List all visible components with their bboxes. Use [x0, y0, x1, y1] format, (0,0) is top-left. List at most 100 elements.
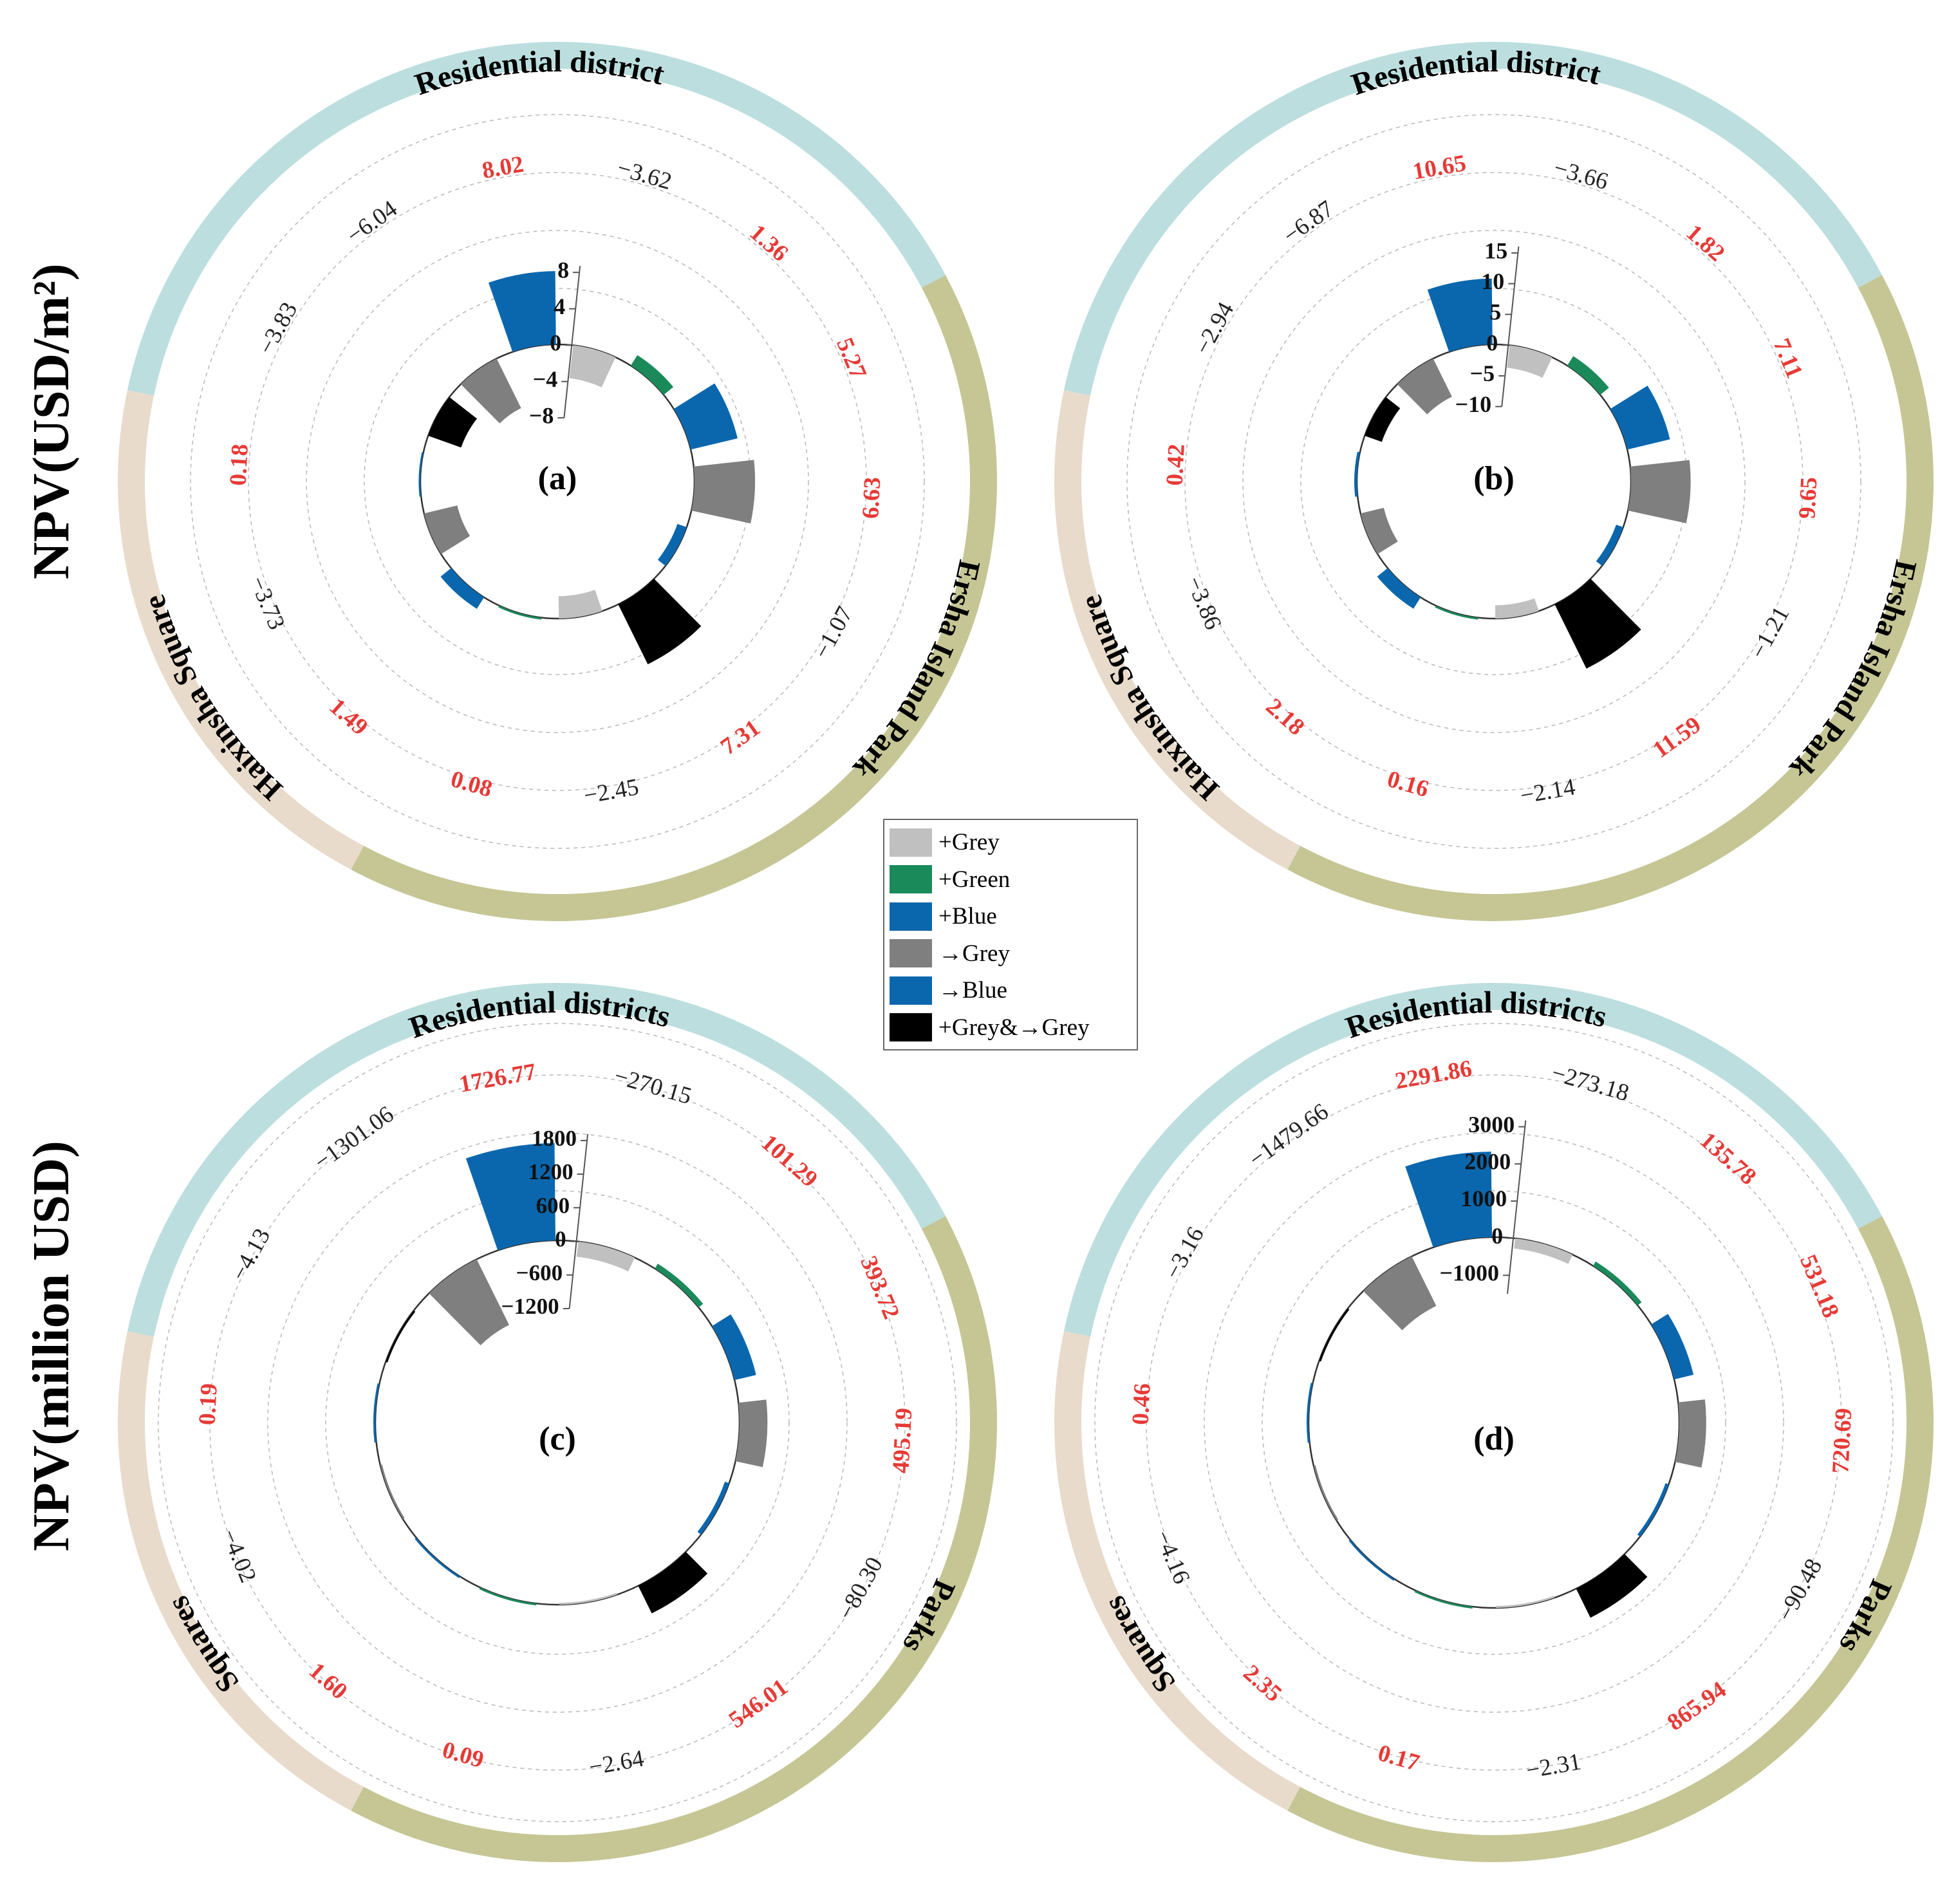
radial-axis — [1501, 246, 1520, 407]
value-label: 1.82 — [1681, 219, 1730, 267]
value-label: 2.18 — [1261, 693, 1310, 741]
legend-label-to-grey: →Grey — [938, 940, 1010, 967]
value-label: −3.16 — [1160, 1222, 1209, 1283]
radial-tick-label: −1200 — [501, 1294, 559, 1319]
legend-swatch-grey-and-to-grey — [890, 1013, 932, 1042]
value-label: −80.30 — [833, 1553, 888, 1624]
value-label: −4.02 — [216, 1526, 261, 1587]
grid-circle — [267, 1132, 848, 1713]
panel-c: Residential districtsParksSquares−270.15… — [118, 983, 997, 1862]
panel-label: (a) — [538, 460, 577, 497]
value-label: −4.13 — [226, 1224, 275, 1285]
bar-grey-and-to-grey — [386, 1310, 416, 1363]
y-axis-label-bottom: NPV(million USD) — [23, 1141, 80, 1551]
grid-circle — [1146, 1074, 1842, 1771]
sector-label-ersha-island-park: Ersha Island Park — [1783, 557, 1923, 785]
panel-label: (b) — [1473, 460, 1515, 497]
value-label: 7.31 — [716, 714, 765, 760]
panel-label: (d) — [1473, 1421, 1515, 1457]
bar-blue — [673, 383, 738, 450]
value-label: 11.59 — [1648, 711, 1706, 763]
bar-green — [630, 355, 674, 395]
ring-residential — [127, 983, 946, 1337]
bar-blue — [1610, 386, 1670, 450]
value-label: 101.29 — [756, 1130, 823, 1193]
bar-blue — [1427, 278, 1493, 352]
radial-tick-label: −600 — [516, 1260, 563, 1285]
value-label: −2.64 — [587, 1745, 646, 1780]
bar-grey — [559, 1592, 617, 1605]
radial-tick-label: −10 — [1455, 391, 1492, 417]
legend-item-add-grey: +Grey — [890, 824, 1132, 861]
sector-label-residential-district: Residential district — [411, 44, 667, 102]
bar-to-blue — [697, 1481, 729, 1535]
ring-park — [1287, 1216, 1934, 1862]
radial-tick-label: 10 — [1481, 268, 1504, 294]
sector-label-residential-districts: Residential districts — [1341, 985, 1610, 1045]
value-label: 1.36 — [745, 219, 794, 267]
ring-park — [351, 275, 997, 921]
bar-grey — [1514, 1238, 1573, 1264]
value-label: −90.48 — [1772, 1554, 1827, 1626]
grid-circle — [190, 114, 925, 849]
value-label: 0.16 — [1385, 766, 1432, 803]
value-label: 6.63 — [857, 476, 886, 519]
radial-tick-label: 2000 — [1464, 1148, 1511, 1174]
bar-blue — [489, 271, 556, 352]
ring-park — [351, 1216, 997, 1862]
bar-grey-and-to-grey — [638, 1551, 708, 1614]
bar-grey — [558, 590, 602, 619]
bar-to-blue — [1596, 525, 1623, 566]
value-label: 7.11 — [1768, 335, 1808, 382]
value-label: −4.16 — [1150, 1527, 1195, 1588]
ring-square — [1054, 390, 1301, 870]
grid-circle — [248, 172, 867, 791]
grid-circle — [306, 230, 809, 733]
value-label: 8.02 — [480, 151, 526, 185]
value-label: 0.09 — [440, 1737, 487, 1773]
value-label: −3.66 — [1551, 154, 1611, 195]
grid-circle — [1204, 1132, 1784, 1713]
bar-green — [498, 605, 542, 620]
legend-swatch-to-blue — [890, 976, 932, 1005]
radial-tick-label: 0 — [1486, 330, 1498, 355]
sector-label-ersha-island-park: Ersha Island Park — [846, 557, 987, 785]
bar-to-blue — [1306, 1383, 1313, 1443]
value-label: −2.31 — [1524, 1748, 1583, 1784]
sector-label-residential-district: Residential district — [1347, 44, 1604, 102]
value-label: −1301.06 — [310, 1101, 399, 1175]
bar-green — [1414, 1590, 1473, 1609]
value-label: 0.46 — [1128, 1383, 1156, 1426]
radial-tick-label: −5 — [1470, 360, 1495, 386]
value-label: 0.19 — [194, 1383, 223, 1426]
legend-label-to-blue: →Blue — [938, 977, 1007, 1004]
value-label: −6.04 — [342, 196, 402, 249]
value-label: 135.78 — [1695, 1127, 1761, 1190]
bar-to-blue — [1354, 451, 1360, 497]
legend-item-to-blue: →Blue — [890, 972, 1132, 1009]
bar-blue — [1651, 1314, 1694, 1379]
legend-item-grey-and-to-grey: +Grey&→Grey — [890, 1009, 1132, 1047]
legend-label-add-blue: +Blue — [938, 903, 997, 930]
bar-to-grey — [380, 1464, 405, 1519]
bar-to-blue — [418, 452, 424, 497]
bar-to-grey — [735, 1399, 768, 1468]
value-label: 865.94 — [1663, 1677, 1731, 1737]
bar-to-blue — [373, 1383, 380, 1443]
radial-tick-label: 15 — [1484, 238, 1507, 263]
sector-label-path — [594, 1214, 974, 1838]
value-label: 1.49 — [324, 693, 373, 741]
bar-to-grey — [424, 505, 471, 554]
legend-label-add-green: +Green — [938, 866, 1011, 893]
bar-grey — [569, 345, 616, 387]
bar-to-grey — [460, 359, 521, 424]
bar-grey-and-to-grey — [1319, 1308, 1350, 1362]
radial-axis — [1507, 1120, 1527, 1294]
value-label: −3.62 — [614, 154, 675, 195]
bar-grey — [1495, 598, 1539, 619]
radial-tick-label: −1000 — [1439, 1260, 1499, 1286]
value-label: −273.18 — [1549, 1059, 1632, 1106]
